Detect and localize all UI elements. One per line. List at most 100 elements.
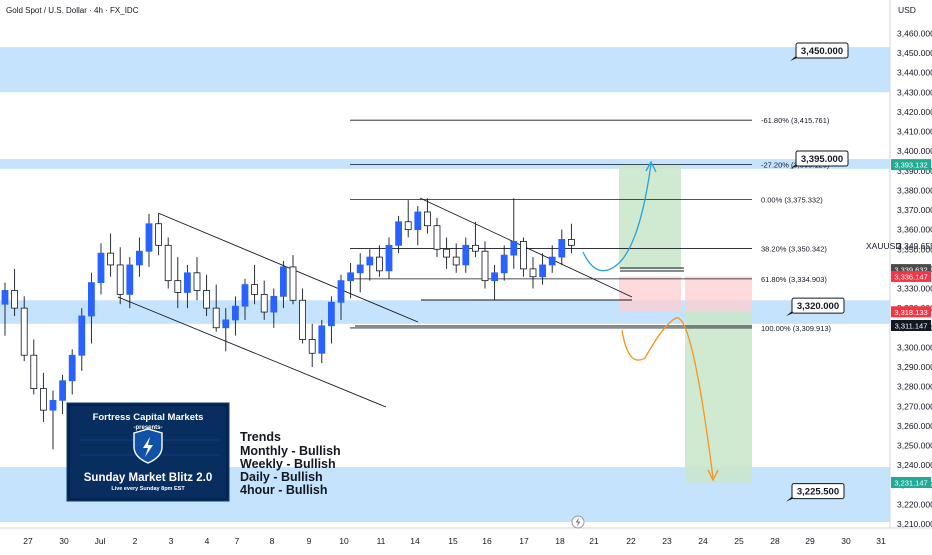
candle-body-35: [337, 280, 345, 303]
price-tag-label-1: 3,339.632: [894, 266, 927, 275]
flash-icon[interactable]: [571, 515, 585, 529]
candle-body-46: [443, 248, 451, 258]
price-tag-label-2: 3,336.147: [894, 272, 927, 281]
x-tick-4: 3: [169, 536, 174, 546]
x-tick-2: Jul: [95, 536, 106, 546]
x-tick-13: 16: [482, 536, 492, 546]
banner-title: Sunday Market Blitz 2.0: [84, 472, 212, 484]
candle-body-12: [116, 264, 124, 295]
candle-body-8: [78, 315, 86, 356]
candle-body-1: [11, 290, 19, 309]
price-axis[interactable]: 3,210.0003,220.0003,230.0003,240.0003,25…: [889, 0, 932, 529]
promo-banner[interactable]: Fortress Capital Markets -presents- Sund…: [66, 402, 230, 502]
x-tick-1: 30: [59, 536, 69, 546]
callout-label-2: 3,320.000: [797, 301, 839, 312]
bullish-arrowhead: [645, 160, 657, 173]
candle-body-32: [308, 339, 316, 354]
bearish-arrowhead: [707, 469, 719, 482]
candle-body-49: [471, 244, 479, 252]
last-price-label: 3,349.655: [897, 241, 932, 251]
trends-summary: Trends Monthly - Bullish Weekly - Bullis…: [240, 430, 341, 497]
price-tag-0: [891, 159, 931, 171]
candle-body-10: [97, 252, 105, 284]
candle-body-21: [203, 290, 211, 309]
time-axis[interactable]: 27 30 Jul 2 3 4 7 8 9 10 11 14 15 16 17 18 21 22 23 24 25 28 2…: [0, 527, 932, 546]
candle-body-20: [193, 272, 201, 291]
price-tag-2: [891, 270, 931, 282]
y-tick-8: 3,290.000: [897, 362, 932, 372]
y-tick-16: 3,370.000: [897, 205, 932, 215]
trend-weekly: Weekly - Bullish: [240, 457, 336, 471]
trendline-1: [117, 296, 387, 408]
x-tick-24: 31: [876, 536, 886, 546]
candle-body-58: [558, 239, 566, 258]
bullish-projection-arrow: [582, 163, 652, 272]
candle-body-33: [318, 325, 326, 354]
candle-body-19: [183, 272, 191, 293]
x-tick-9: 10: [339, 536, 349, 546]
y-tick-23: 3,440.000: [897, 68, 932, 78]
symbol-label: XAUUSD: [866, 241, 901, 251]
y-tick-0: 3,210.000: [897, 519, 932, 529]
candle-body-47: [452, 256, 460, 266]
candle-body-48: [462, 244, 470, 266]
candle-body-3: [30, 354, 38, 389]
x-tick-5: 4: [205, 536, 210, 546]
y-tick-12: 3,330.000: [897, 284, 932, 294]
y-tick-4: 3,250.000: [897, 441, 932, 451]
callout-box-0: [795, 42, 849, 59]
candle-body-16: [155, 223, 163, 246]
fib-label-2: 0.00% (3,375.332): [761, 196, 823, 205]
y-tick-1: 3,220.000: [897, 499, 932, 509]
candle-body-15: [145, 223, 153, 252]
x-tick-21: 28: [770, 536, 780, 546]
fibonacci-layer: -61.80% (3,415.761)-27.20% (3,393.126)0.…: [350, 116, 832, 333]
candle-body-39: [375, 256, 383, 272]
x-tick-20: 25: [734, 536, 744, 546]
banner-company: Fortress Capital Markets: [93, 412, 204, 423]
y-tick-18: 3,390.000: [897, 166, 932, 176]
zone-0: [0, 47, 890, 93]
x-tick-19: 24: [698, 536, 708, 546]
price-tag-1: [891, 264, 931, 276]
x-tick-18: 23: [662, 536, 672, 546]
trend-daily: Daily - Bullish: [240, 470, 323, 484]
y-tick-17: 3,380.000: [897, 185, 932, 195]
bearish-projection-arrow: [621, 317, 714, 479]
banner-presents: -presents-: [133, 425, 162, 431]
price-tag-label-4: 3,311.147: [895, 321, 928, 330]
y-tick-22: 3,430.000: [897, 87, 932, 97]
candle-body-9: [88, 282, 95, 317]
banner-subtitle: Live every Sunday 8pm EST: [111, 486, 185, 492]
price-callouts-layer: 3,450.000 3,395.000 3,320.000 3,225.500: [786, 42, 849, 502]
candle-body-43: [414, 211, 422, 231]
x-tick-6: 7: [235, 536, 240, 546]
y-tick-7: 3,280.000: [897, 382, 932, 392]
candle-body-45: [433, 225, 441, 250]
price-tag-3: [891, 306, 931, 318]
candle-body-6: [59, 380, 66, 401]
candle-body-24: [231, 305, 239, 321]
short-target-box: [685, 311, 752, 483]
y-tick-19: 3,400.000: [897, 146, 932, 156]
candle-body-56: [539, 264, 546, 278]
callout-label-3: 3,225.500: [797, 487, 839, 498]
callout-label-0: 3,450.000: [801, 46, 843, 57]
position-boxes-layer: [619, 164, 752, 483]
candle-body-26: [251, 284, 259, 295]
candle-body-14: [135, 250, 143, 266]
x-tick-11: 14: [410, 536, 420, 546]
x-tick-23: 30: [841, 536, 851, 546]
price-tag-5: [891, 476, 931, 488]
chart-title: Gold Spot / U.S. Dollar · 4h · FX_IDC: [6, 6, 139, 15]
candle-body-2: [20, 307, 28, 356]
candle-body-31: [299, 299, 307, 340]
candle-body-28: [270, 295, 278, 313]
x-tick-15: 18: [555, 536, 565, 546]
fib-label-0: -61.80% (3,415.761): [761, 116, 830, 125]
candle-body-44: [423, 211, 431, 227]
candle-body-37: [356, 264, 364, 274]
candle-body-17: [164, 244, 172, 282]
price-tag-label-0: 3,393.132: [894, 161, 927, 170]
x-tick-7: 8: [270, 536, 275, 546]
